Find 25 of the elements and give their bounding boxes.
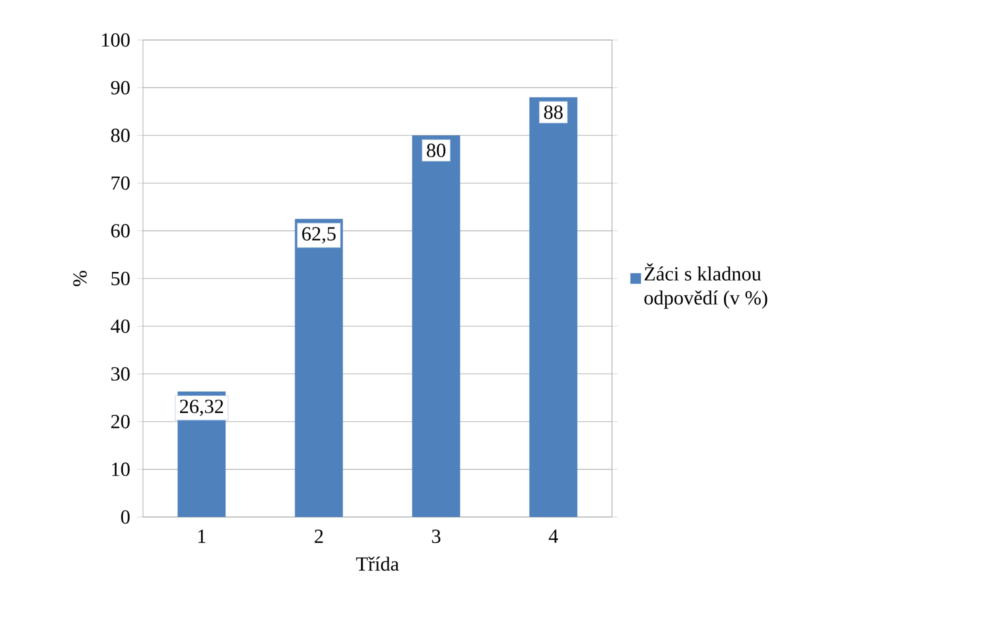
y-tick-label: 40 [110, 319, 130, 333]
y-tick-label: 30 [111, 367, 130, 381]
x-tick-label: 3 [432, 530, 440, 544]
y-tick-label: 70 [112, 176, 130, 190]
data-label: 80 [426, 144, 446, 158]
y-tick-label: 0 [121, 510, 130, 524]
data-label: 88 [544, 106, 563, 119]
data-label: 26,32 [180, 400, 224, 416]
x-tick-label: 1 [198, 530, 206, 543]
y-tick-label: 90 [111, 80, 130, 94]
y-tick-label: 20 [111, 414, 130, 428]
legend-label: Žáci s kladnou odpovědí (v %) [644, 263, 768, 309]
x-tick-label: 4 [548, 530, 558, 543]
y-tick-label: 80 [111, 128, 130, 142]
bar [412, 135, 460, 518]
y-tick-label: 10 [112, 462, 130, 476]
y-tick-label: 60 [111, 224, 130, 238]
data-label: 62,5 [302, 227, 336, 244]
y-tick-label: 100 [102, 33, 130, 47]
y-tick-label: 50 [112, 272, 130, 286]
y-axis-title: % [73, 270, 87, 286]
bar [294, 218, 343, 518]
x-tick-label: 2 [314, 530, 323, 543]
bar [529, 97, 578, 518]
x-axis-title: Třída [356, 556, 399, 571]
